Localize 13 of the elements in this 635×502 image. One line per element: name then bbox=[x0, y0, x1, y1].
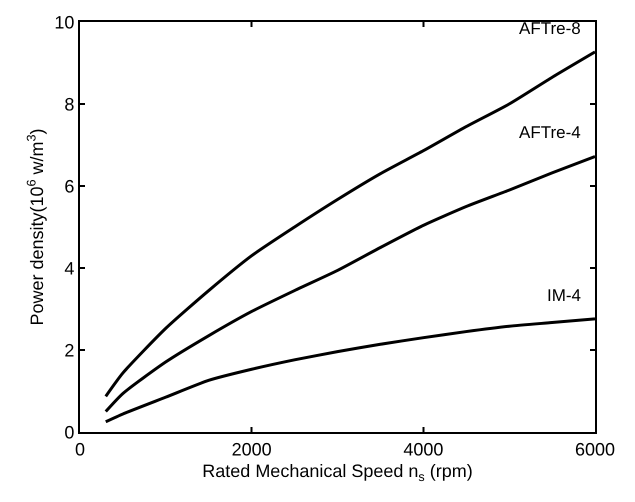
y-tick-label: 8 bbox=[64, 94, 74, 114]
y-tick-label: 0 bbox=[64, 422, 74, 442]
x-tick-label: 2000 bbox=[232, 440, 272, 460]
y-tick-label: 4 bbox=[64, 258, 74, 278]
x-axis-title: Rated Mechanical Speed n$_{s}$ (rpm) bbox=[202, 461, 473, 484]
x-tick-label: 4000 bbox=[403, 440, 444, 460]
series-label: AFTre-8 bbox=[519, 19, 581, 38]
legend-label: AFTre-4 bbox=[519, 123, 581, 142]
y-tick-label: 6 bbox=[64, 176, 74, 196]
y-tick-label: 2 bbox=[64, 340, 74, 360]
y-tick-label: 10 bbox=[54, 12, 74, 32]
legend-label: IM-4 bbox=[547, 286, 581, 305]
x-tick-label: 6000 bbox=[574, 440, 616, 460]
